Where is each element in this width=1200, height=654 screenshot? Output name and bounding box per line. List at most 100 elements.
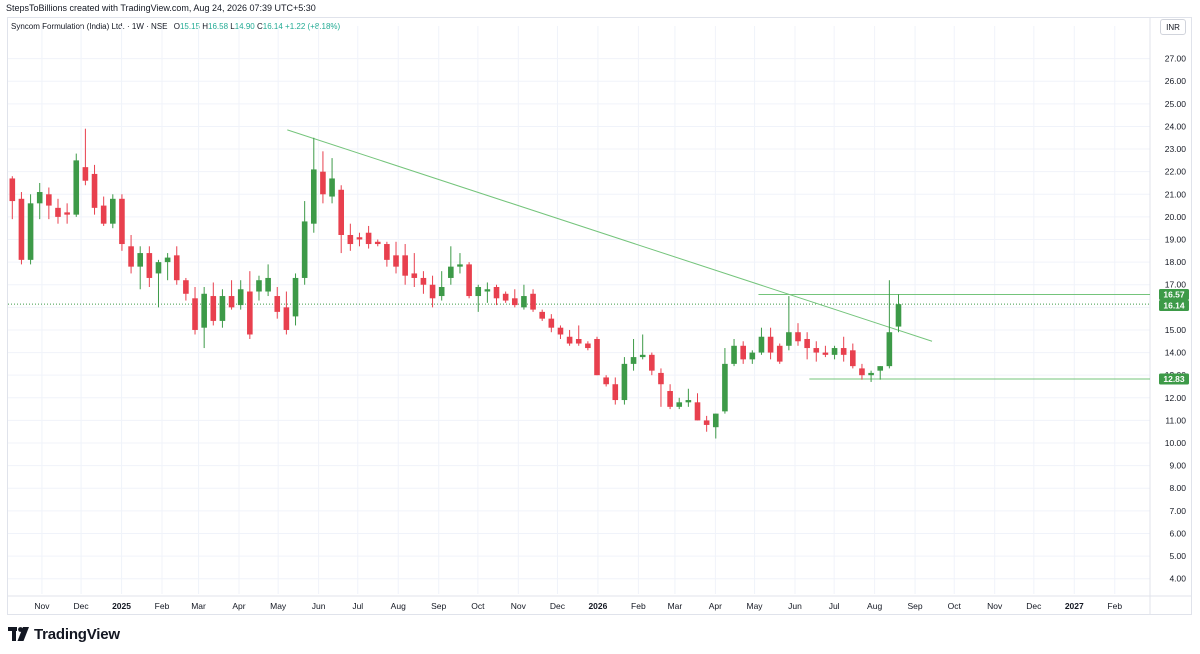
- candle-body-down[interactable]: [320, 171, 326, 195]
- candle-body-up[interactable]: [749, 352, 756, 360]
- candle-body-up[interactable]: [137, 253, 144, 267]
- candle-body-down[interactable]: [91, 173, 98, 208]
- candle-body-down[interactable]: [694, 402, 701, 421]
- candle-body-down[interactable]: [795, 332, 801, 342]
- candle-body-down[interactable]: [46, 194, 52, 206]
- candle-body-down[interactable]: [128, 246, 134, 267]
- candle-body-down[interactable]: [100, 205, 107, 224]
- candle-body-up[interactable]: [731, 345, 737, 364]
- candle-body-down[interactable]: [210, 296, 217, 321]
- candle-body-down[interactable]: [603, 377, 609, 385]
- candle-body-up[interactable]: [36, 192, 43, 204]
- candle-body-down[interactable]: [649, 354, 655, 371]
- candle-body-up[interactable]: [475, 286, 482, 297]
- candle-body-down[interactable]: [548, 318, 555, 328]
- candle-body-down[interactable]: [530, 293, 536, 310]
- candle-body-down[interactable]: [283, 307, 290, 330]
- candle-body-down[interactable]: [776, 345, 783, 362]
- candle-body-down[interactable]: [274, 296, 281, 312]
- candle-body-down[interactable]: [585, 343, 591, 349]
- candle-body-down[interactable]: [859, 368, 865, 376]
- candle-body-up[interactable]: [73, 160, 80, 215]
- candle-body-down[interactable]: [813, 348, 820, 353]
- candle-body-up[interactable]: [457, 264, 463, 267]
- candle-body-down[interactable]: [402, 255, 408, 276]
- candle-body-down[interactable]: [192, 298, 198, 330]
- currency-button[interactable]: INR: [1160, 19, 1186, 35]
- candle-body-down[interactable]: [840, 348, 847, 355]
- candle-body-up[interactable]: [712, 413, 719, 428]
- candle-body-down[interactable]: [146, 253, 153, 278]
- candle-body-up[interactable]: [877, 366, 884, 371]
- candle-body-up[interactable]: [868, 372, 874, 376]
- candle-body-down[interactable]: [740, 345, 746, 360]
- candle-body-up[interactable]: [201, 293, 207, 328]
- candle-body-down[interactable]: [247, 291, 253, 335]
- candle-body-up[interactable]: [758, 336, 765, 353]
- candle-body-down[interactable]: [594, 339, 600, 376]
- candle-body-up[interactable]: [329, 178, 335, 197]
- candle-body-down[interactable]: [173, 255, 180, 281]
- candle-body-down[interactable]: [822, 352, 829, 355]
- candle-body-up[interactable]: [27, 203, 34, 260]
- candle-body-up[interactable]: [164, 257, 171, 263]
- candle-body-down[interactable]: [183, 280, 189, 294]
- candle-body-down[interactable]: [9, 178, 16, 202]
- candle-body-up[interactable]: [155, 262, 162, 274]
- candle-body-up[interactable]: [292, 277, 299, 317]
- candle-body-down[interactable]: [228, 296, 235, 308]
- candle-body-down[interactable]: [82, 167, 89, 181]
- candle-body-down[interactable]: [850, 350, 856, 367]
- descending-trendline[interactable]: [287, 129, 933, 342]
- candle-body-down[interactable]: [502, 293, 509, 301]
- candle-body-up[interactable]: [621, 363, 628, 401]
- candle-body-down[interactable]: [539, 311, 545, 319]
- candle-body-down[interactable]: [55, 207, 61, 217]
- candle-body-up[interactable]: [265, 277, 271, 292]
- candle-body-down[interactable]: [338, 189, 345, 235]
- candle-body-down[interactable]: [612, 384, 619, 401]
- candle-body-up[interactable]: [110, 198, 116, 224]
- candle-body-down[interactable]: [18, 198, 25, 260]
- candle-body-up[interactable]: [484, 289, 491, 292]
- candle-body-down[interactable]: [356, 237, 363, 240]
- candle-body-down[interactable]: [347, 234, 354, 245]
- candle-body-up[interactable]: [301, 221, 308, 278]
- candle-body-up[interactable]: [219, 296, 226, 321]
- candle-body-down[interactable]: [575, 339, 582, 344]
- candle-body-up[interactable]: [237, 289, 244, 306]
- candle-body-up[interactable]: [786, 332, 792, 346]
- candle-body-up[interactable]: [722, 363, 728, 412]
- candle-body-down[interactable]: [420, 277, 427, 285]
- candle-body-up[interactable]: [831, 348, 838, 355]
- candle-body-down[interactable]: [667, 391, 673, 407]
- candle-body-down[interactable]: [493, 286, 500, 299]
- candle-body-down[interactable]: [767, 336, 774, 353]
- candle-body-down[interactable]: [429, 284, 436, 299]
- candle-body-up[interactable]: [886, 332, 893, 367]
- candle-body-down[interactable]: [566, 336, 573, 344]
- candle-body-up[interactable]: [438, 286, 445, 297]
- candle-body-down[interactable]: [557, 327, 564, 335]
- candle-body-up[interactable]: [685, 400, 692, 403]
- candle-body-down[interactable]: [384, 244, 390, 260]
- candle-body-down[interactable]: [658, 372, 664, 385]
- candle-body-up[interactable]: [676, 402, 683, 407]
- candle-body-down[interactable]: [703, 420, 710, 425]
- candle-body-up[interactable]: [310, 169, 317, 224]
- candle-body-down[interactable]: [411, 273, 418, 278]
- candle-body-up[interactable]: [630, 357, 637, 364]
- candle-body-up[interactable]: [521, 296, 527, 308]
- candle-body-down[interactable]: [119, 198, 125, 245]
- candle-body-up[interactable]: [256, 280, 262, 292]
- candle-body-down[interactable]: [365, 232, 372, 245]
- candle-body-down[interactable]: [466, 264, 472, 297]
- candle-body-down[interactable]: [393, 255, 399, 267]
- candle-body-down[interactable]: [374, 241, 381, 245]
- candle-body-up[interactable]: [895, 304, 902, 327]
- candle-body-down[interactable]: [804, 339, 810, 349]
- candle-body-down[interactable]: [64, 212, 70, 215]
- candle-body-up[interactable]: [639, 354, 646, 358]
- candle-body-down[interactable]: [511, 298, 518, 306]
